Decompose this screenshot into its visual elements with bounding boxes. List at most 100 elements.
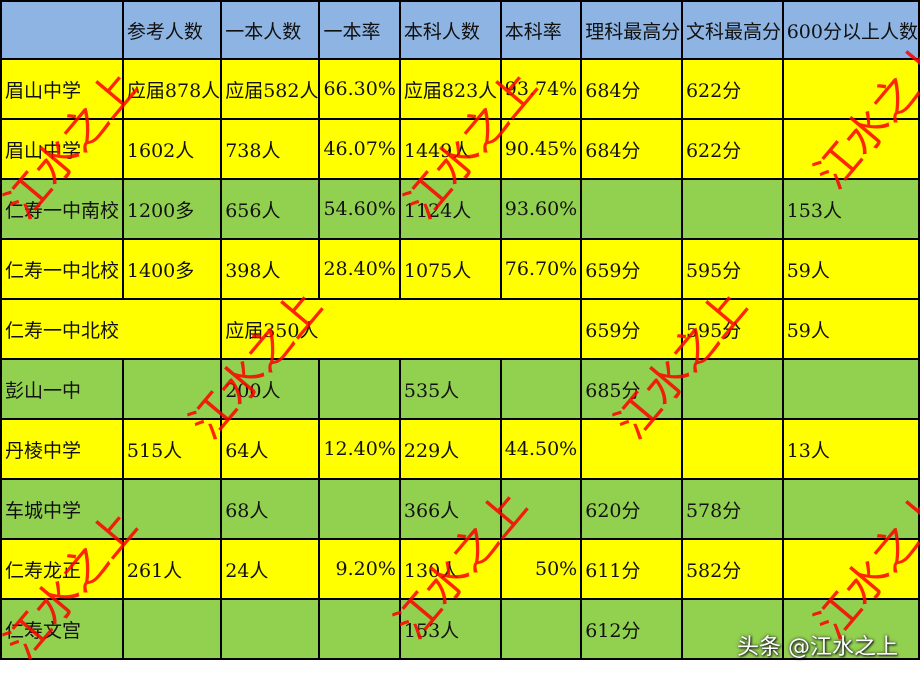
table-cell [121,478,223,540]
table-cell: 612分 [580,598,683,660]
table-cell: 595分 [680,298,784,360]
table-cell: 68人 [220,478,321,540]
table-row: 车城中学 68人 366人 620分 578分 [0,478,920,540]
table-cell: 仁寿一中南校 [0,178,124,240]
table-cell: 684分 [580,118,683,180]
table-cell: 应届582人 [220,58,321,120]
column-header: 一本率 [318,0,401,60]
column-header: 理科最高分 [580,0,683,60]
table-row: 丹棱中学 515人 64人 12.40% 229人 44.50% 13人 [0,418,920,480]
table-cell: 130人 [398,538,502,600]
table-cell: 仁寿一中北校 [0,298,123,360]
table-cell [499,598,583,660]
table-cell: 9.20% [318,538,401,600]
table-cell: 76.70% [499,238,583,300]
table-cell [319,298,400,360]
table-cell [781,358,920,420]
table-cell [781,538,920,600]
table-cell: 200人 [220,358,321,420]
table-cell: 620分 [580,478,683,540]
table-cell [399,298,501,360]
table-cell: 46.07% [318,118,401,180]
table-cell [318,598,401,660]
table-cell: 1124人 [398,178,502,240]
table-cell [318,358,401,420]
table-cell [499,358,583,420]
table-cell: 582分 [680,538,784,600]
table-cell: 丹棱中学 [0,418,124,480]
table-row: 仁寿龙正 261人 24人 9.20% 130人 50% 611分 582分 [0,538,920,600]
table-cell: 1200多 [121,178,223,240]
table-cell: 1602人 [121,118,223,180]
table-cell: 彭山一中 [0,358,124,420]
table-cell: 仁寿一中北校 [0,238,124,300]
table-row: 彭山一中 200人 535人 685分 [0,358,920,420]
table-cell [781,118,920,180]
header-row: 参考人数 一本人数 一本率 本科人数 本科率 理科最高分 文科最高分 600分以上人数 [0,0,920,60]
column-header: 参考人数 [121,0,223,60]
table-cell [781,478,920,540]
table-cell: 595分 [680,238,784,300]
table-cell [680,358,784,420]
table-cell: 24人 [220,538,321,600]
table-cell: 93.60% [499,178,583,240]
table-cell [318,478,401,540]
table-row: 眉山中学 1602人 738人 46.07% 1449人 90.45% 684分 622分 [0,118,920,180]
table-cell: 64人 [220,418,321,480]
table-row: 仁寿文宫 153人 612分 [0,598,920,660]
table-cell: 684分 [580,58,683,120]
table-cell: 44.50% [499,418,583,480]
table-cell: 54.60% [318,178,401,240]
table-cell: 1075人 [398,238,502,300]
table-cell: 1400多 [121,238,223,300]
table-cell: 515人 [121,418,223,480]
table-cell: 13人 [781,418,920,480]
table-cell [122,298,223,360]
table-cell: 59人 [781,238,920,300]
table-cell: 398人 [220,238,321,300]
table-cell: 12.40% [318,418,401,480]
table-cell [781,598,920,660]
table-cell: 1449人 [398,118,502,180]
table-cell: 622分 [680,58,784,120]
table-cell [680,598,784,660]
table-cell [580,178,683,240]
table-cell: 车城中学 [0,478,124,540]
table-cell [220,598,321,660]
table-cell: 261人 [121,538,223,600]
table-cell: 738人 [220,118,321,180]
table-cell: 535人 [398,358,502,420]
column-header: 本科人数 [398,0,502,60]
table-row: 眉山中学 应届878人 应届582人 66.30% 应届823人 93.74% 684分 62… [0,58,920,120]
table-cell [580,418,683,480]
column-header [0,0,124,60]
column-header: 600分以上人数 [781,0,920,60]
table-row: 仁寿一中南校 1200多 656人 54.60% 1124人 93.60% 153人 [0,178,920,240]
table-cell: 366人 [398,478,502,540]
table-cell: 应届823人 [398,58,502,120]
table-cell [121,598,223,660]
table-cell: 90.45% [499,118,583,180]
table-cell: 659分 [580,238,683,300]
table-cell: 578分 [680,478,784,540]
table-cell: 229人 [398,418,502,480]
table-cell [500,298,583,360]
table-cell: 应届878人 [121,58,223,120]
table-cell: 66.30% [318,58,401,120]
table-cell: 153人 [781,178,920,240]
table-cell: 622分 [680,118,784,180]
table-cell: 50% [499,538,583,600]
table-cell: 656人 [220,178,321,240]
table-cell: 眉山中学 [0,118,124,180]
table-cell: 93.74% [499,58,583,120]
table-cell [121,358,223,420]
table-cell: 仁寿文宫 [0,598,124,660]
table-row: 仁寿一中北校 1400多 398人 28.40% 1075人 76.70% 659分 595分… [0,238,920,300]
table-cell [499,478,583,540]
table-cell: 59人 [781,298,920,360]
column-header: 文科最高分 [680,0,784,60]
table-cell: 685分 [580,358,683,420]
table-cell: 611分 [580,538,683,600]
score-table: 参考人数 一本人数 一本率 本科人数 本科率 理科最高分 文科最高分 600分以上人数 眉山中学… [0,0,920,660]
table-cell: 153人 [398,598,502,660]
